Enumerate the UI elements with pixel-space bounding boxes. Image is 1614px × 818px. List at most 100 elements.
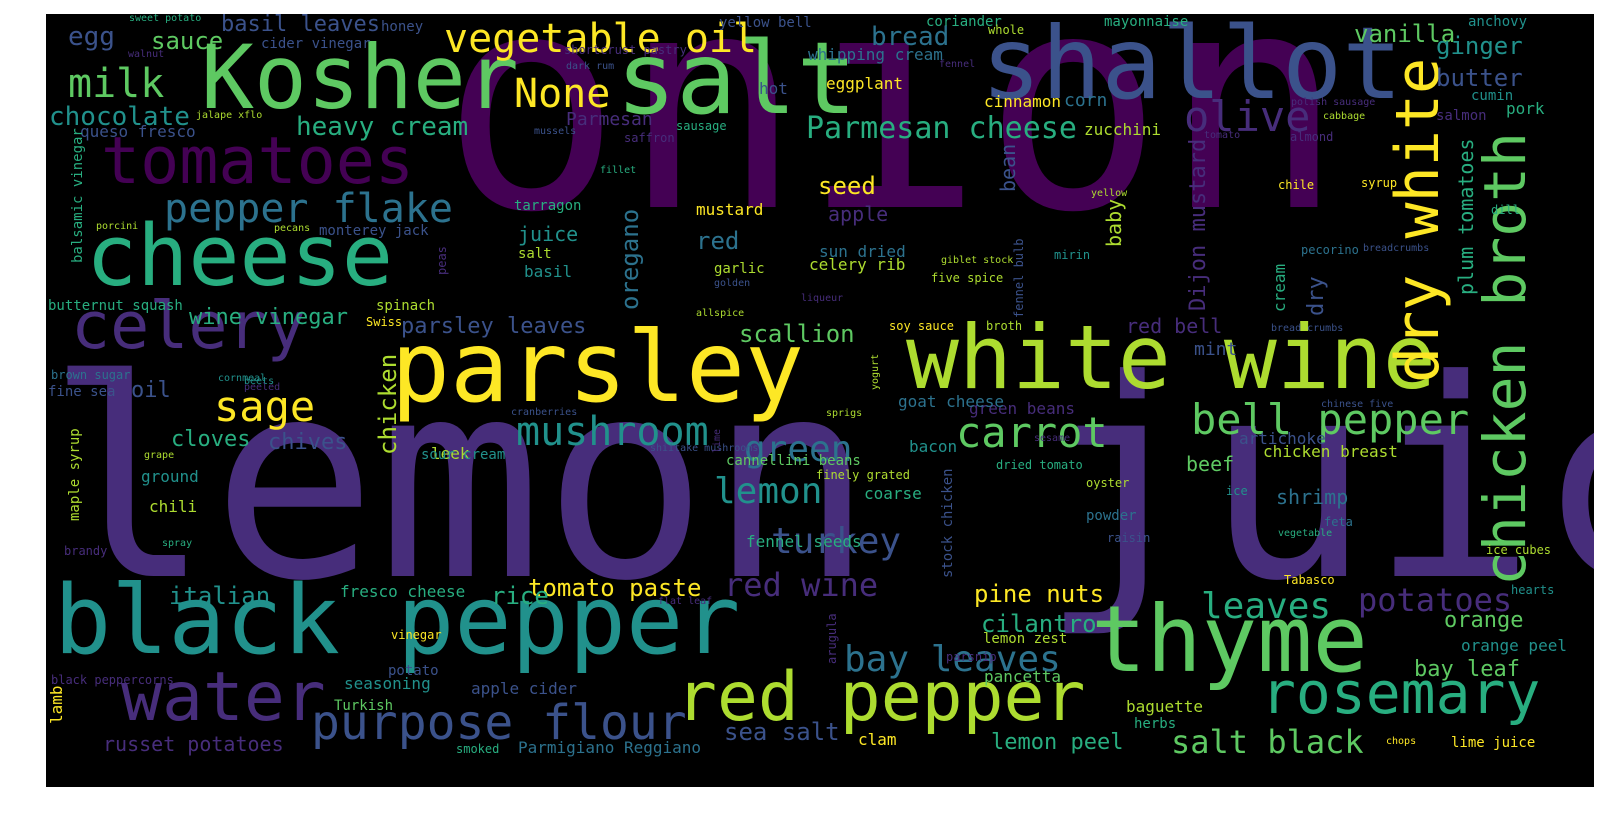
word-sweet-potato: sweet potato [129, 14, 202, 24]
word-bell-pepper: bell pepper [1191, 395, 1470, 444]
word-sausage: sausage [676, 119, 727, 133]
word-bay-leaves: bay leaves [844, 639, 1061, 680]
word-spray: spray [162, 538, 193, 549]
word-parmesan-cheese: Parmesan cheese [806, 111, 1077, 146]
word-yogurt: yogurt [870, 353, 881, 390]
word-shiitake-mushrooms: shiitake mushrooms [650, 443, 759, 454]
word-celery-rib: celery rib [809, 255, 906, 274]
word-rosemary: rosemary [1261, 659, 1541, 727]
word-zucchini: zucchini [1084, 120, 1162, 139]
word-apple-cider: apple cider [471, 679, 577, 698]
word-beets: beets [244, 376, 275, 387]
word-fillet: fillet [600, 165, 637, 176]
word-wine-vinegar: wine vinegar [189, 305, 348, 330]
word-coriander: coriander [926, 14, 1002, 30]
word-cannellini-beans: cannellini beans [726, 453, 861, 469]
word-broth: broth [986, 319, 1023, 333]
word-red-bell: red bell [1126, 314, 1223, 338]
word-vegetable-oil: vegetable oil [444, 16, 758, 62]
word-swiss: Swiss [366, 315, 403, 329]
word-giblet-stock: giblet stock [941, 255, 1014, 266]
word-bean: bean [996, 143, 1020, 192]
word-leek: leek [431, 444, 470, 463]
word-queso-fresco: queso fresco [80, 122, 196, 141]
word-oregano: oregano [616, 208, 644, 310]
word-sour-cream: sour cream [421, 447, 506, 463]
word-none: None [514, 71, 611, 117]
word-thyme: thyme [1091, 586, 1368, 693]
word-black-peppercorns: black peppercorns [51, 673, 174, 687]
word-herbs: herbs [1134, 716, 1177, 732]
word-yellow: yellow [1091, 188, 1128, 199]
word-russet-potatoes: russet potatoes [103, 732, 284, 756]
word-bacon: bacon [909, 437, 958, 456]
word-red: red [696, 227, 740, 255]
word-celery: celery [71, 289, 306, 364]
word-chile: chile [1278, 178, 1315, 192]
word-water: water [121, 658, 326, 737]
word-beef: beef [1186, 452, 1235, 476]
word-white-wine: white wine [906, 306, 1436, 409]
word-fine-sea: fine sea [48, 384, 116, 400]
word-parsley-leaves: parsley leaves [401, 314, 587, 339]
word-hearts: hearts [1511, 583, 1555, 597]
word-tarragon: tarragon [514, 198, 582, 214]
word-egg: egg [68, 22, 115, 52]
word-cranberries: cranberries [511, 407, 578, 418]
word-sun-dried: sun dried [819, 242, 906, 261]
word-red-wine: red wine [724, 566, 879, 604]
word-basil: basil [524, 262, 573, 281]
word-anchovy: anchovy [1468, 14, 1528, 30]
word-chocolate: chocolate [49, 102, 190, 132]
word-green: green [744, 429, 853, 470]
word-stock-chicken: stock chicken [940, 468, 956, 579]
word-kosher: Kosher [201, 26, 519, 129]
word-salt-black: salt black [1171, 723, 1364, 761]
word-fennel-seeds: fennel seeds [746, 532, 862, 551]
word-dark-rum: dark rum [566, 61, 615, 72]
word-lemon-peel: lemon peel [991, 730, 1124, 755]
word-parmigiano-reggiano: Parmigiano Reggiano [518, 738, 702, 757]
word-balsamic-vinegar: balsamic vinegar [70, 128, 86, 264]
word-clam: clam [858, 730, 897, 749]
word-mayonnaise: mayonnaise [1104, 14, 1189, 30]
word-lime-juice: lime juice [1451, 735, 1536, 751]
word-arugula: arugula [825, 613, 839, 665]
word-cumin: cumin [1471, 88, 1514, 104]
word-fennel: fennel [939, 59, 976, 70]
word-pancetta: pancetta [984, 667, 1062, 686]
word-dill: dill [1491, 203, 1520, 217]
word-salt: salt [616, 20, 857, 137]
word-polish-sausage: polish sausage [1291, 97, 1376, 108]
word-shrimp: shrimp [1276, 485, 1349, 509]
word-ice-cubes: ice cubes [1486, 543, 1552, 557]
word-turkish: Turkish [334, 698, 394, 714]
word-liqueur: liqueur [801, 293, 844, 304]
word-chops: chops [1386, 736, 1417, 747]
word-onion: onion [441, 14, 1345, 278]
word-brown-sugar: brown sugar [51, 368, 131, 382]
word-dry: dry [1304, 275, 1329, 316]
word-cheese: cheese [86, 207, 394, 306]
word-purpose-flour: purpose flour [311, 695, 687, 751]
word-peeled: peeled [244, 382, 281, 393]
word-bread: bread [871, 22, 950, 52]
word-heavy-cream: heavy cream [296, 112, 469, 142]
word-eggplant: eggplant [826, 74, 904, 93]
word-chicken: chicken [374, 353, 402, 455]
word-ginger: ginger [1436, 32, 1523, 60]
word-jalape-xflo: jalape xflo [196, 110, 263, 121]
word-parsnip: parsnip [946, 650, 997, 664]
word-saffron: saffron [624, 131, 675, 145]
word-vanilla: vanilla [1354, 20, 1456, 48]
word-potato: potato [388, 663, 439, 679]
word-lemon-zest: lemon zest [983, 631, 1068, 647]
word-sauce: sauce [151, 27, 224, 55]
word-shallot: shallot [981, 14, 1403, 122]
word-cider-vinegar: cider vinegar [261, 36, 371, 52]
word-feta: feta [1324, 515, 1353, 529]
word-tabasco: Tabasco [1284, 573, 1335, 587]
word-raisin: raisin [1107, 531, 1151, 545]
word-soy-sauce: soy sauce [889, 319, 955, 333]
